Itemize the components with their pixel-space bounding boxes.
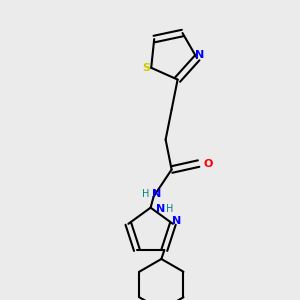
Text: N: N [195,50,204,60]
Text: N: N [152,189,161,199]
Text: S: S [143,63,151,73]
Text: O: O [203,159,212,169]
Text: N: N [157,204,166,214]
Text: N: N [172,216,181,226]
Text: H: H [167,204,174,214]
Text: H: H [142,189,150,199]
